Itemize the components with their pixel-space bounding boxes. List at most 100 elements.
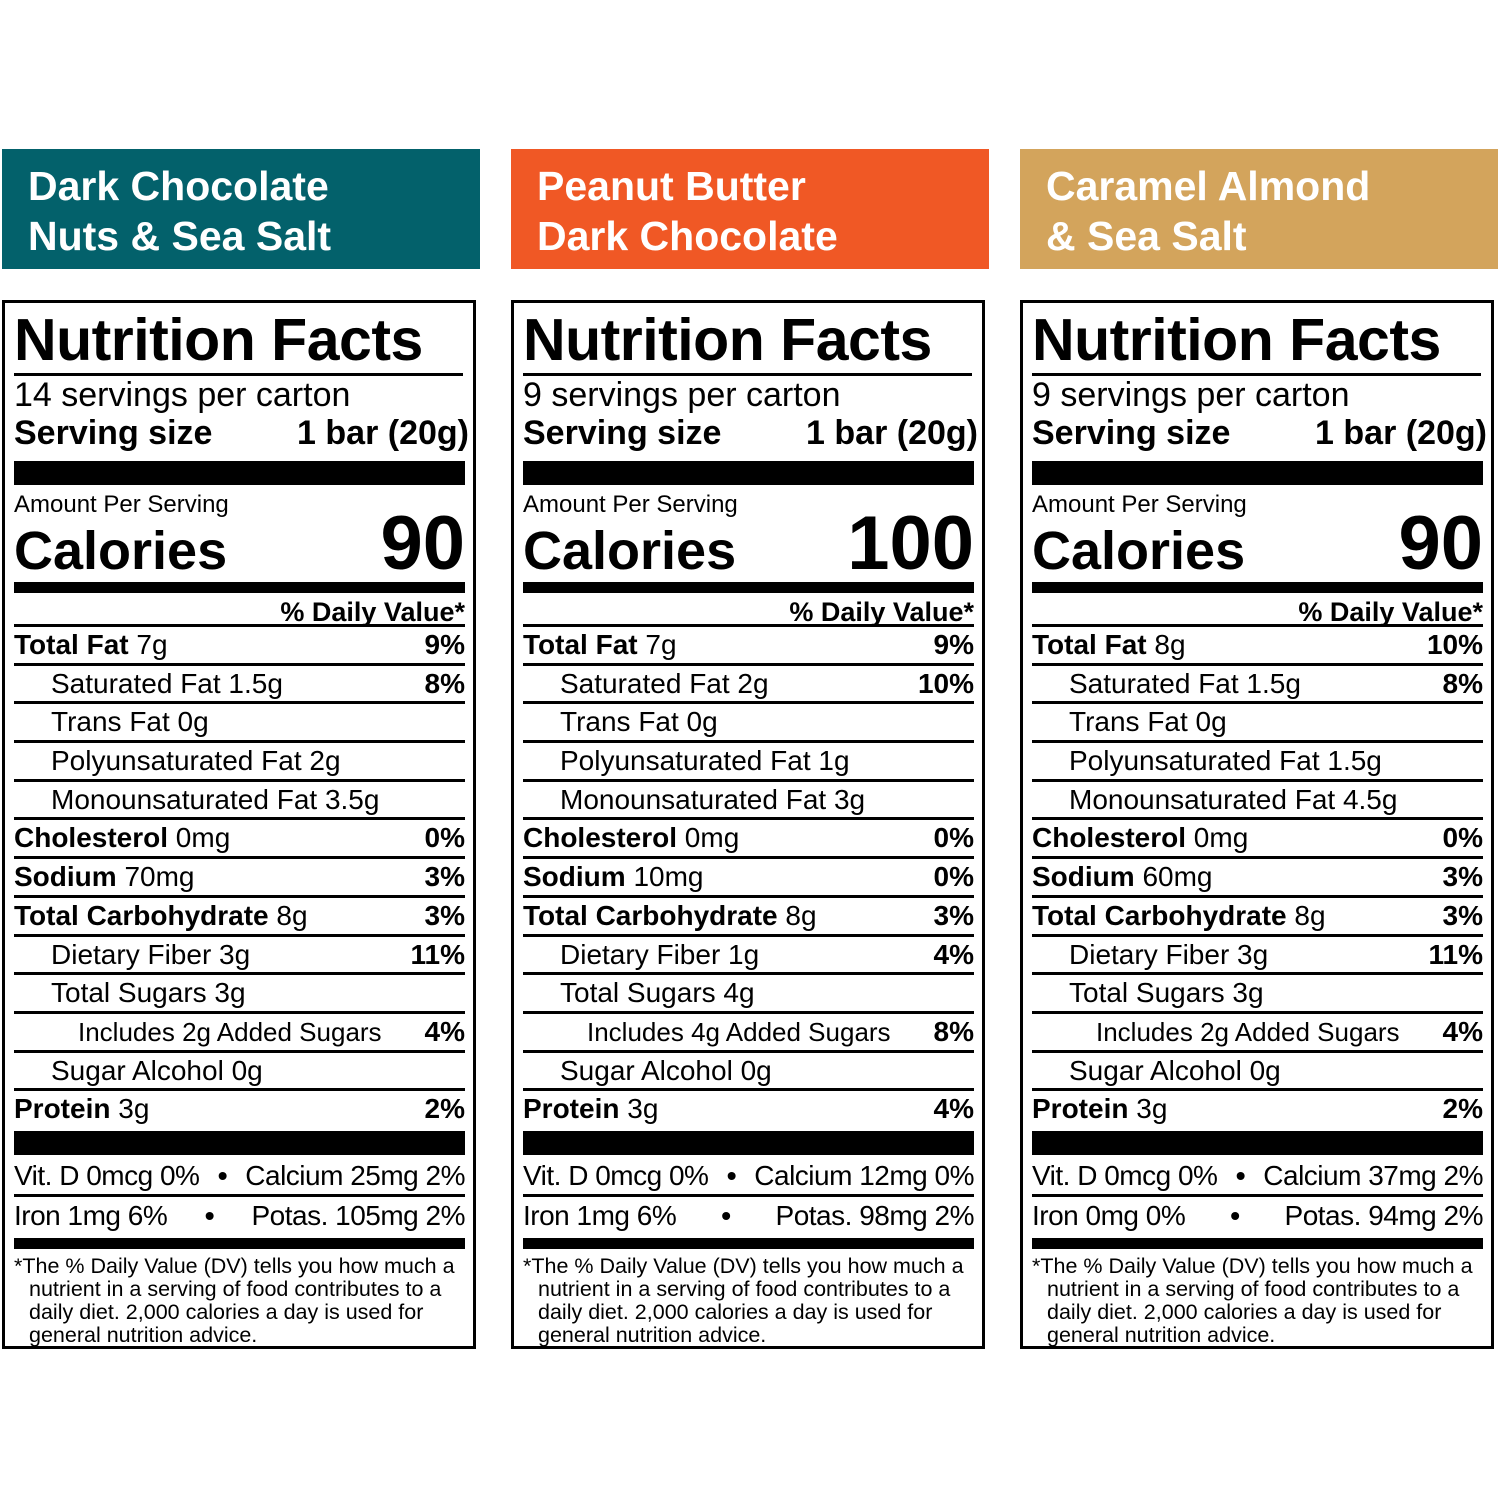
nutrient-name-bold: Total Carbohydrate	[14, 899, 269, 931]
serving-size: Serving size 1 bar (20g)	[523, 414, 978, 452]
nutrient-daily-value: 9%	[424, 629, 465, 660]
servings-per-container: 9 servings per carton	[1032, 376, 1350, 414]
daily-value-footnote: *The % Daily Value (DV) tells you how mu…	[1032, 1253, 1473, 1347]
nutrient-amount: 8g	[1146, 629, 1186, 660]
nutrient-row: Sodium 70mg 3%	[14, 859, 465, 898]
calories-value: 90	[380, 501, 465, 586]
nutrient-label: Trans Fat 0g	[560, 704, 718, 740]
nutrient-name-bold: Total Carbohydrate	[1032, 899, 1287, 931]
nutrient-daily-value: 3%	[1442, 861, 1483, 893]
nutrient-row: Protein 3g 2%	[14, 1091, 465, 1130]
nutrient-row: Cholesterol 0mg 0%	[1032, 820, 1483, 860]
nutrient-label: Total Fat 8g	[1032, 627, 1186, 663]
iron: Iron 1mg 6%	[14, 1199, 168, 1231]
serving-size: Serving size 1 bar (20g)	[1032, 414, 1487, 452]
thick-divider	[523, 1130, 974, 1155]
nutrition-facts-title: Nutrition Facts	[523, 307, 932, 373]
nutrient-label: Sodium 70mg	[14, 859, 195, 895]
nutrient-amount: 7g	[637, 629, 677, 660]
nutrient-label: Protein 3g	[14, 1091, 149, 1130]
nutrition-panel-dark-chocolate-nuts-sea-salt: Nutrition Facts 14 servings per carton Ser…	[2, 300, 476, 1349]
nutrient-row: Protein 3g 2%	[1032, 1091, 1483, 1130]
mineral-row: Iron 1mg 6% • Potas. 105mg 2%	[14, 1197, 465, 1237]
thick-divider	[1032, 461, 1483, 485]
nutrient-daily-value: 8%	[1442, 667, 1483, 699]
nutrient-row: Total Fat 7g 9%	[523, 627, 974, 666]
nutrient-amount: 0mg	[677, 822, 740, 854]
flavor-header-caramel-almond-sea-salt: Caramel Almond & Sea Salt	[1020, 149, 1498, 269]
nutrient-label: Total Sugars 3g	[51, 975, 246, 1011]
nutrient-amount: Total Sugars 4g	[560, 977, 755, 1009]
nutrient-label: Total Sugars 3g	[1069, 975, 1264, 1011]
serving-size-label: Serving size	[14, 414, 213, 452]
nutrient-daily-value: 3%	[1442, 899, 1483, 931]
medium-divider	[523, 1237, 974, 1249]
nutrient-amount: Saturated Fat 1.5g	[1069, 667, 1301, 699]
nutrient-name-bold: Cholesterol	[1032, 822, 1187, 854]
bullet-separator: •	[217, 1159, 228, 1191]
bullet-separator: •	[721, 1199, 731, 1231]
nutrient-row: Dietary Fiber 1g 4%	[523, 937, 974, 976]
calories-value: 100	[847, 501, 974, 586]
calories-label: Calories	[523, 521, 737, 581]
nutrient-amount: 70mg	[116, 861, 195, 893]
nutrition-facts-title: Nutrition Facts	[1032, 307, 1441, 373]
nutrient-label: Polyunsaturated Fat 1.5g	[1069, 743, 1382, 779]
nutrition-panel-caramel-almond-sea-salt: Nutrition Facts 9 servings per carton Serv…	[1020, 300, 1494, 1349]
nutrient-amount: Monounsaturated Fat 4.5g	[1069, 783, 1398, 815]
nutrient-row: Monounsaturated Fat 4.5g	[1032, 782, 1483, 821]
nutrient-amount: Polyunsaturated Fat 1g	[560, 745, 850, 777]
bullet-separator: •	[1235, 1159, 1246, 1191]
potassium: Potas. 94mg 2%	[1284, 1199, 1484, 1231]
nutrient-label: Includes 2g Added Sugars	[1096, 1014, 1400, 1050]
amount-per-serving: Amount Per Serving	[1032, 491, 1247, 518]
servings-per-container: 9 servings per carton	[523, 376, 841, 414]
mineral-row: Iron 1mg 6% • Potas. 98mg 2%	[523, 1197, 974, 1237]
nutrient-row: Sugar Alcohol 0g	[523, 1053, 974, 1092]
title-rule	[14, 373, 463, 376]
nutrient-daily-value: 4%	[424, 1015, 465, 1047]
nutrient-label: Dietary Fiber 1g	[560, 937, 759, 973]
bullet-separator: •	[726, 1159, 737, 1191]
daily-value-footnote: *The % Daily Value (DV) tells you how mu…	[523, 1253, 964, 1347]
nutrient-daily-value: 3%	[424, 861, 465, 893]
nutrient-row: Cholesterol 0mg 0%	[523, 820, 974, 860]
nutrient-daily-value: 11%	[410, 938, 466, 970]
flavor-title-line2: & Sea Salt	[1046, 213, 1247, 259]
calories-value: 90	[1398, 501, 1483, 586]
nutrient-amount: Saturated Fat 1.5g	[51, 667, 283, 699]
serving-size-label: Serving size	[1032, 414, 1231, 452]
nutrient-label: Cholesterol 0mg	[523, 820, 739, 856]
nutrition-panel-peanut-butter-dark-chocolate: Nutrition Facts 9 servings per carton Serv…	[511, 300, 985, 1349]
nutrient-daily-value: 8%	[933, 1015, 974, 1047]
nutrient-label: Dietary Fiber 3g	[1069, 937, 1268, 973]
nutrient-label: Monounsaturated Fat 3.5g	[51, 782, 379, 818]
calcium: Calcium 37mg 2%	[1263, 1159, 1483, 1191]
nutrient-amount: Total Sugars 3g	[1069, 977, 1264, 1009]
nutrient-row: Total Carbohydrate 8g 3%	[523, 898, 974, 937]
nutrient-amount: Sugar Alcohol 0g	[560, 1054, 772, 1086]
nutrient-row: Polyunsaturated Fat 1g	[523, 743, 974, 782]
medium-divider	[1032, 1237, 1483, 1249]
nutrient-label: Protein 3g	[1032, 1091, 1167, 1130]
nutrient-name-bold: Total Fat	[523, 629, 638, 660]
nutrient-amount: Sugar Alcohol 0g	[1069, 1054, 1281, 1086]
bullet-separator: •	[204, 1199, 215, 1231]
amount-per-serving: Amount Per Serving	[523, 491, 738, 518]
nutrient-row: Sodium 10mg 0%	[523, 859, 974, 898]
flavor-title-line2: Nuts & Sea Salt	[28, 213, 332, 259]
serving-size: Serving size 1 bar (20g)	[14, 414, 469, 452]
flavor-title-line1: Caramel Almond	[1046, 163, 1371, 209]
nutrient-daily-value: 4%	[933, 1093, 974, 1125]
nutrient-daily-value: 0%	[933, 861, 974, 893]
calories-row: Calories 90	[14, 501, 465, 586]
nutrient-label: Cholesterol 0mg	[14, 820, 230, 856]
nutrient-daily-value: 2%	[424, 1093, 465, 1125]
nutrient-daily-value: 0%	[424, 822, 465, 854]
nutrient-label: Protein 3g	[523, 1091, 658, 1130]
serving-size-value: 1 bar (20g)	[297, 414, 469, 452]
nutrient-row: Trans Fat 0g	[1032, 704, 1483, 744]
servings-per-container: 14 servings per carton	[14, 376, 351, 414]
vitamin-d: Vit. D 0mcg 0%	[523, 1159, 709, 1191]
nutrient-amount: Trans Fat 0g	[560, 706, 718, 738]
